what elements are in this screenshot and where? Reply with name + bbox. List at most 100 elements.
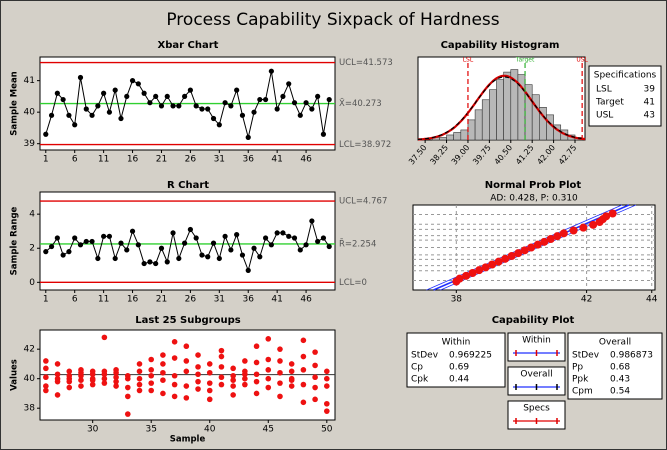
point (158, 103, 165, 109)
point (195, 386, 201, 392)
point (141, 260, 147, 267)
point (527, 243, 536, 252)
point (230, 392, 236, 398)
point (66, 372, 73, 379)
point (326, 96, 332, 103)
point (230, 383, 236, 389)
point (43, 249, 49, 255)
x-tick-label: 30 (87, 425, 99, 435)
point (171, 339, 178, 345)
y-tick-label: 38 (24, 404, 36, 414)
point (183, 358, 190, 364)
point (210, 115, 217, 122)
point (89, 377, 96, 383)
point (228, 103, 234, 109)
control-limit-label: LCL=38.972 (339, 140, 391, 150)
point (488, 260, 497, 269)
x-tick-label: 46 (300, 155, 312, 165)
bar (439, 137, 447, 141)
point (89, 112, 95, 118)
point (48, 112, 55, 118)
point (274, 106, 280, 112)
point (136, 368, 143, 375)
stat-name: Cp (411, 363, 423, 373)
point (101, 90, 107, 96)
bar (489, 89, 497, 141)
point (242, 381, 248, 388)
bar (503, 71, 512, 141)
point (533, 240, 542, 249)
point (288, 377, 295, 383)
point (218, 353, 225, 360)
point (309, 106, 315, 112)
spec-name: USL (596, 111, 613, 121)
point (262, 96, 269, 103)
point (608, 209, 617, 218)
spec-line-label: Target (515, 57, 535, 64)
point (277, 393, 283, 400)
point (481, 263, 490, 272)
point (286, 233, 292, 239)
point (268, 242, 274, 248)
legend-label: Within (522, 336, 551, 346)
point (136, 361, 143, 367)
point (300, 367, 307, 373)
stat-name: StDev (572, 351, 600, 361)
point (230, 377, 236, 383)
point (320, 235, 327, 241)
point (101, 334, 108, 341)
y-axis-label: Values (10, 359, 20, 391)
point (118, 240, 124, 246)
point (265, 384, 272, 391)
x-tick-label: 16 (127, 155, 139, 165)
stat-name: Ppk (572, 375, 589, 385)
point (72, 122, 78, 128)
point (218, 374, 225, 381)
point (136, 381, 143, 388)
point (205, 254, 211, 260)
point (171, 393, 178, 400)
point (514, 249, 523, 258)
x-tick-label: 26 (185, 295, 197, 305)
x-tick-label: 41 (271, 295, 282, 305)
x-tick-label: 41 (271, 155, 282, 165)
point (195, 378, 201, 385)
point (195, 352, 201, 358)
point (176, 103, 182, 109)
point (540, 237, 549, 246)
point (170, 230, 176, 236)
y-axis-label: Sample Mean (10, 71, 20, 135)
point (182, 93, 188, 100)
chart-title: Last 25 Subgroups (135, 315, 240, 326)
point (124, 384, 131, 391)
point (291, 100, 298, 106)
spec-value: 43 (644, 111, 655, 121)
stats-box (567, 332, 663, 400)
point (193, 103, 199, 109)
point (239, 112, 246, 118)
point (251, 109, 257, 115)
point (206, 380, 213, 386)
point (546, 235, 555, 243)
point (54, 235, 60, 241)
point (206, 387, 213, 394)
point (171, 381, 178, 388)
point (66, 249, 72, 255)
point (54, 361, 61, 367)
point (559, 229, 568, 238)
spec-name: Target (595, 98, 624, 108)
point (297, 247, 303, 253)
point (257, 96, 263, 103)
point (218, 364, 225, 370)
point (164, 93, 170, 100)
point (277, 380, 283, 386)
point (507, 252, 516, 260)
point (315, 93, 321, 100)
point (312, 362, 318, 369)
point (148, 387, 155, 394)
y-tick-label: 4 (29, 210, 35, 220)
x-tick-label: 11 (98, 155, 109, 165)
point (206, 396, 213, 403)
point (303, 242, 309, 248)
point (83, 106, 89, 112)
